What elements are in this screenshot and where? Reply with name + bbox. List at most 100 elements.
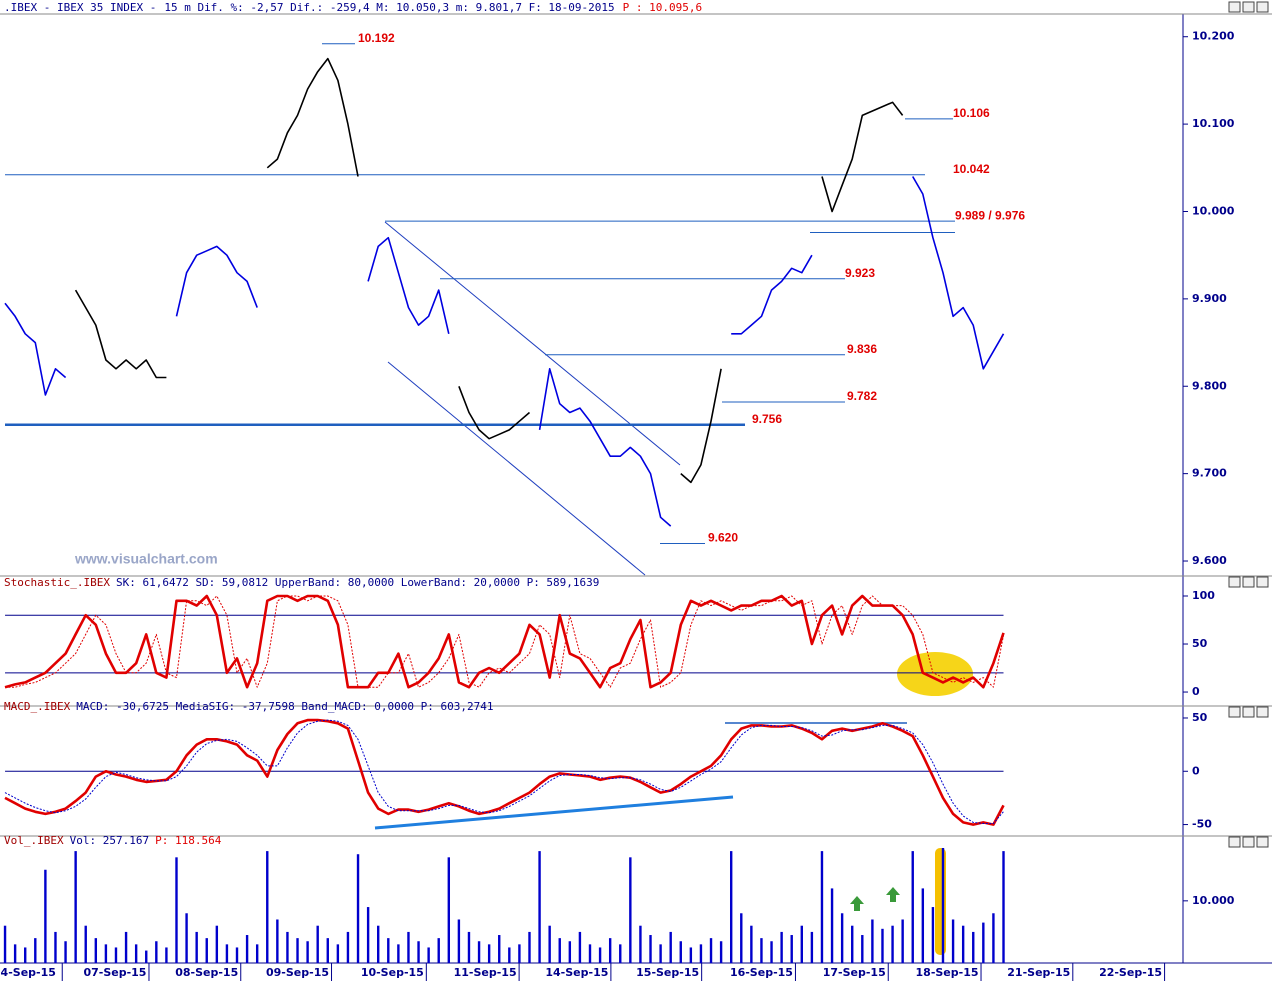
y-tick-label: 10.000	[1192, 894, 1235, 907]
x-tick-label: 4-Sep-15	[1, 966, 56, 979]
bar	[800, 925, 803, 963]
window-button[interactable]	[1242, 836, 1255, 848]
bar	[407, 931, 410, 963]
y-tick-label: 0	[1192, 764, 1200, 777]
bar	[1002, 851, 1005, 963]
x-tick-label: 07-Sep-15	[83, 966, 146, 979]
bar	[911, 851, 914, 963]
panel-header: MACD_.IBEX MACD: -30,6725 MediaSIG: -37,7…	[4, 700, 493, 713]
level-label: 10.192	[358, 31, 395, 45]
window-button[interactable]	[1256, 706, 1269, 718]
readout: MACD: -30,6725 MediaSIG: -37,7598 Band_M…	[76, 700, 493, 713]
window-button[interactable]	[1228, 706, 1241, 718]
level-label: 9.620	[708, 531, 738, 545]
indicator-name: MACD_.IBEX	[4, 700, 71, 713]
x-tick-label: 18-Sep-15	[916, 966, 979, 979]
bar	[608, 938, 612, 963]
bar	[770, 941, 773, 963]
bar	[336, 944, 340, 963]
bar	[538, 851, 541, 963]
bar	[94, 938, 98, 963]
bar	[851, 925, 854, 963]
window-button[interactable]	[1228, 1, 1241, 13]
bar	[941, 848, 945, 963]
bar	[377, 925, 380, 963]
y-tick-label: 50	[1192, 711, 1208, 724]
bar	[760, 938, 763, 963]
bar	[881, 928, 884, 963]
bar	[508, 947, 511, 963]
chart-header: .IBEX - IBEX 35 INDEX - 15 m Dif. %: -2,5…	[4, 1, 702, 14]
bar	[871, 919, 874, 963]
x-tick-label: 17-Sep-15	[823, 966, 886, 979]
bar	[840, 913, 844, 963]
window-button[interactable]	[1242, 706, 1255, 718]
bar	[598, 947, 602, 963]
bar	[568, 941, 572, 963]
bar	[276, 919, 279, 963]
bar	[921, 888, 925, 963]
bar	[13, 944, 17, 963]
level-label: 10.042	[953, 162, 990, 176]
bar	[316, 925, 319, 963]
bar	[286, 931, 289, 963]
bar	[457, 919, 461, 963]
bar	[185, 913, 188, 963]
bar	[195, 931, 198, 963]
window-button[interactable]	[1256, 1, 1269, 13]
level-label: 9.923	[845, 266, 875, 280]
indicator-name: Stochastic_.IBEX	[4, 576, 110, 589]
window-button[interactable]	[1228, 836, 1241, 848]
x-tick-label: 22-Sep-15	[1099, 966, 1162, 979]
window-button[interactable]	[1228, 576, 1241, 588]
window-button[interactable]	[1256, 576, 1269, 588]
bar	[124, 931, 128, 963]
x-tick-label: 09-Sep-15	[266, 966, 329, 979]
bar	[3, 925, 7, 963]
bar	[951, 919, 955, 963]
window-button[interactable]	[1242, 576, 1255, 588]
bar	[477, 941, 481, 963]
x-tick-label: 10-Sep-15	[361, 966, 424, 979]
bar	[498, 935, 501, 963]
bar	[306, 941, 309, 963]
panel-header: Stochastic_.IBEX SK: 61,6472 SD: 59,0812 …	[4, 576, 599, 589]
bar	[346, 931, 350, 963]
bar	[901, 919, 904, 963]
y-tick-label: 9.600	[1192, 554, 1227, 567]
window-button[interactable]	[1242, 1, 1255, 13]
volume-highlight	[935, 848, 946, 955]
readout: 15 m Dif. %: -2,57 Dif.: -259,4 M: 10.05…	[164, 1, 614, 14]
bar	[145, 950, 148, 963]
bar	[427, 947, 430, 963]
bar	[326, 938, 329, 963]
x-tick-label: 14-Sep-15	[545, 966, 608, 979]
bar	[972, 931, 975, 963]
bar	[729, 851, 733, 963]
bar	[447, 857, 451, 963]
bar	[437, 938, 440, 963]
bar	[134, 944, 138, 963]
bar	[619, 944, 622, 963]
bar	[931, 907, 935, 963]
bar	[689, 947, 693, 963]
window-button[interactable]	[1256, 836, 1269, 848]
bar	[558, 938, 561, 963]
x-tick-label: 08-Sep-15	[175, 966, 238, 979]
channel-line	[387, 361, 646, 576]
level-label: 9.989 / 9.976	[955, 208, 1025, 222]
bar	[245, 935, 249, 963]
bar	[84, 925, 87, 963]
bar	[528, 931, 531, 963]
bar	[467, 931, 471, 963]
bar	[225, 944, 229, 963]
indicator-name: Vol_.IBEX	[4, 834, 64, 847]
bar	[54, 931, 57, 963]
series-line	[4, 594, 1005, 689]
bar	[961, 925, 965, 963]
bar	[235, 947, 239, 963]
y-tick-label: 100	[1192, 589, 1215, 602]
x-tick-label: 16-Sep-15	[730, 966, 793, 979]
